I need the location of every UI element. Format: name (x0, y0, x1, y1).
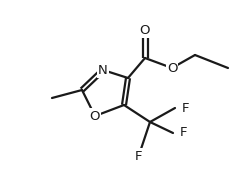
Text: F: F (134, 149, 142, 162)
Text: F: F (182, 102, 189, 114)
Text: O: O (140, 24, 150, 36)
Text: N: N (98, 63, 108, 77)
Text: F: F (180, 127, 187, 139)
Text: O: O (90, 109, 100, 123)
Text: O: O (167, 61, 177, 75)
